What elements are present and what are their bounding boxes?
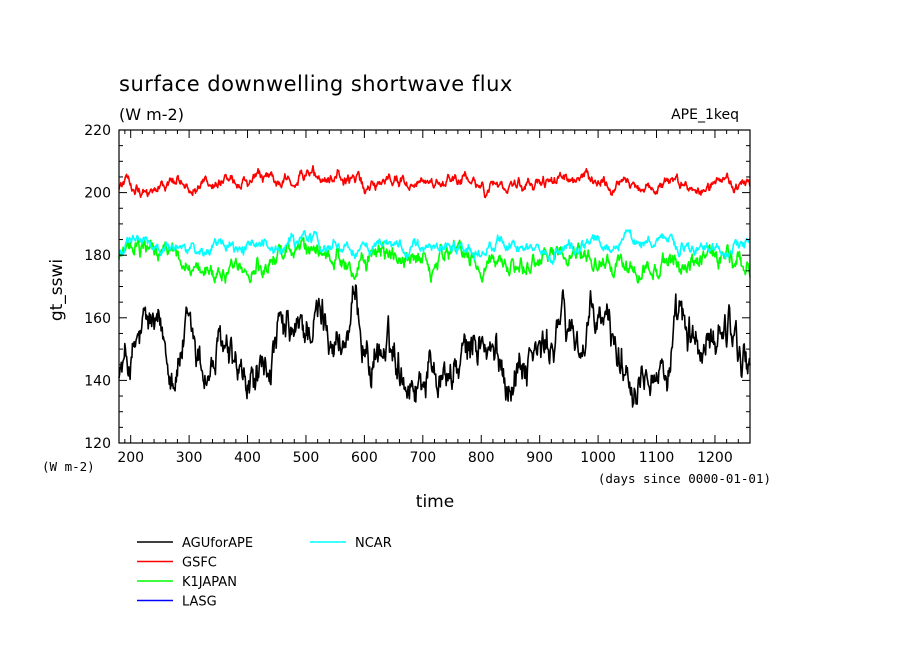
chart-units: (W m-2): [119, 105, 184, 124]
series-layer: [118, 165, 751, 408]
y-axis-units: (W m-2): [42, 459, 95, 474]
x-tick-label: 500: [293, 450, 320, 466]
legend-label-k1japan: K1JAPAN: [182, 575, 237, 590]
x-tick-label: 1100: [639, 450, 675, 466]
chart-title: surface downwelling shortwave flux: [119, 72, 513, 96]
experiment-label: APE_1keq: [671, 107, 739, 123]
series-line-aguforape: [118, 284, 751, 408]
y-tick-label: 140: [84, 373, 111, 389]
legend-label-aguforape: AGUforAPE: [182, 536, 253, 551]
legend-label-lasg: LASG: [182, 595, 217, 610]
ticks-layer: 200 300 400 500 600 700 800 900 1000 1100 1200 120 1…: [84, 123, 751, 466]
x-tick-label: 1000: [580, 450, 616, 466]
x-tick-label: 200: [117, 450, 144, 466]
legend: AGUforAPE GSFC K1JAPAN LASG NCAR: [137, 536, 392, 610]
x-tick-label: 600: [351, 450, 378, 466]
y-tick-label: 200: [84, 186, 111, 202]
y-tick-label: 120: [84, 436, 111, 452]
y-tick-label: 220: [84, 123, 111, 139]
x-tick-label: 300: [176, 450, 203, 466]
x-tick-label: 700: [409, 450, 436, 466]
y-axis-label: gt_sswi: [47, 259, 67, 321]
legend-label-gsfc: GSFC: [182, 556, 217, 571]
y-tick-label: 180: [84, 248, 111, 264]
x-axis-label: time: [416, 492, 454, 512]
legend-label-ncar: NCAR: [355, 536, 392, 551]
x-tick-label: 400: [234, 450, 261, 466]
x-tick-label: 1200: [697, 450, 733, 466]
x-tick-label: 800: [468, 450, 495, 466]
x-tick-label: 900: [526, 450, 553, 466]
series-line-gsfc: [118, 165, 751, 199]
y-tick-label: 160: [84, 311, 111, 327]
x-axis-units: (days since 0000-01-01): [598, 471, 771, 486]
series-line-k1japan: [118, 236, 751, 284]
plot-frame: [118, 129, 751, 444]
series-line-ncar: [118, 229, 751, 265]
